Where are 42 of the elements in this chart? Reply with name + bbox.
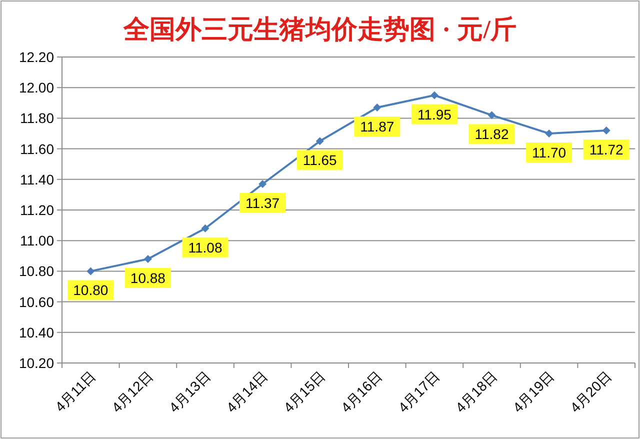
y-tick-label: 11.00 bbox=[20, 232, 54, 249]
y-tick-label: 12.00 bbox=[18, 80, 54, 96]
y-tick-label: 11.60 bbox=[20, 140, 54, 157]
x-tick-label: 4月15日 bbox=[280, 368, 328, 416]
data-label: 10.88 bbox=[130, 270, 166, 286]
x-tick-label: 4月12日 bbox=[108, 368, 156, 416]
x-tick-label: 4月11日 bbox=[52, 368, 99, 415]
point bbox=[373, 103, 382, 112]
y-tick-label: 11.20 bbox=[20, 202, 54, 218]
data-label: 11.70 bbox=[532, 144, 566, 160]
point bbox=[545, 130, 554, 138]
data-label: 10.80 bbox=[73, 282, 108, 298]
chart-title: 全国外三元生猪均价走势图 · 元/斤 bbox=[122, 15, 516, 44]
point bbox=[258, 180, 267, 188]
point bbox=[144, 254, 152, 263]
data-label: 11.82 bbox=[474, 126, 509, 142]
point bbox=[201, 224, 210, 232]
y-tick-label: 10.20 bbox=[18, 355, 54, 371]
y-tick-label: 11.40 bbox=[20, 171, 54, 188]
y-tick-label: 10.60 bbox=[18, 294, 54, 310]
data-label: 11.37 bbox=[246, 194, 280, 211]
x-tick-label: 4月13日 bbox=[166, 368, 214, 416]
y-tick-label: 10.40 bbox=[18, 324, 54, 340]
point bbox=[86, 267, 95, 276]
x-tick-label: 4月19日 bbox=[510, 368, 558, 416]
x-tick-label: 4月16日 bbox=[338, 368, 386, 416]
data-label: 11.87 bbox=[360, 118, 394, 134]
y-tick-label: 11.80 bbox=[20, 110, 54, 126]
x-tick-label: 4月14日 bbox=[223, 368, 271, 416]
data-label: 11.65 bbox=[302, 152, 338, 168]
point bbox=[430, 91, 438, 100]
point bbox=[316, 137, 324, 146]
x-tick-label: 4月20日 bbox=[566, 368, 614, 416]
point bbox=[488, 111, 496, 120]
y-tick-label: 12.20 bbox=[18, 49, 54, 65]
x-tick-label: 4月18日 bbox=[452, 368, 500, 416]
data-label: 11.95 bbox=[417, 106, 452, 122]
y-tick-label: 10.80 bbox=[18, 263, 54, 280]
point bbox=[602, 126, 610, 134]
data-label: 11.08 bbox=[188, 239, 222, 256]
x-tick-label: 4月17日 bbox=[394, 368, 443, 416]
data-label: 11.72 bbox=[589, 141, 624, 158]
